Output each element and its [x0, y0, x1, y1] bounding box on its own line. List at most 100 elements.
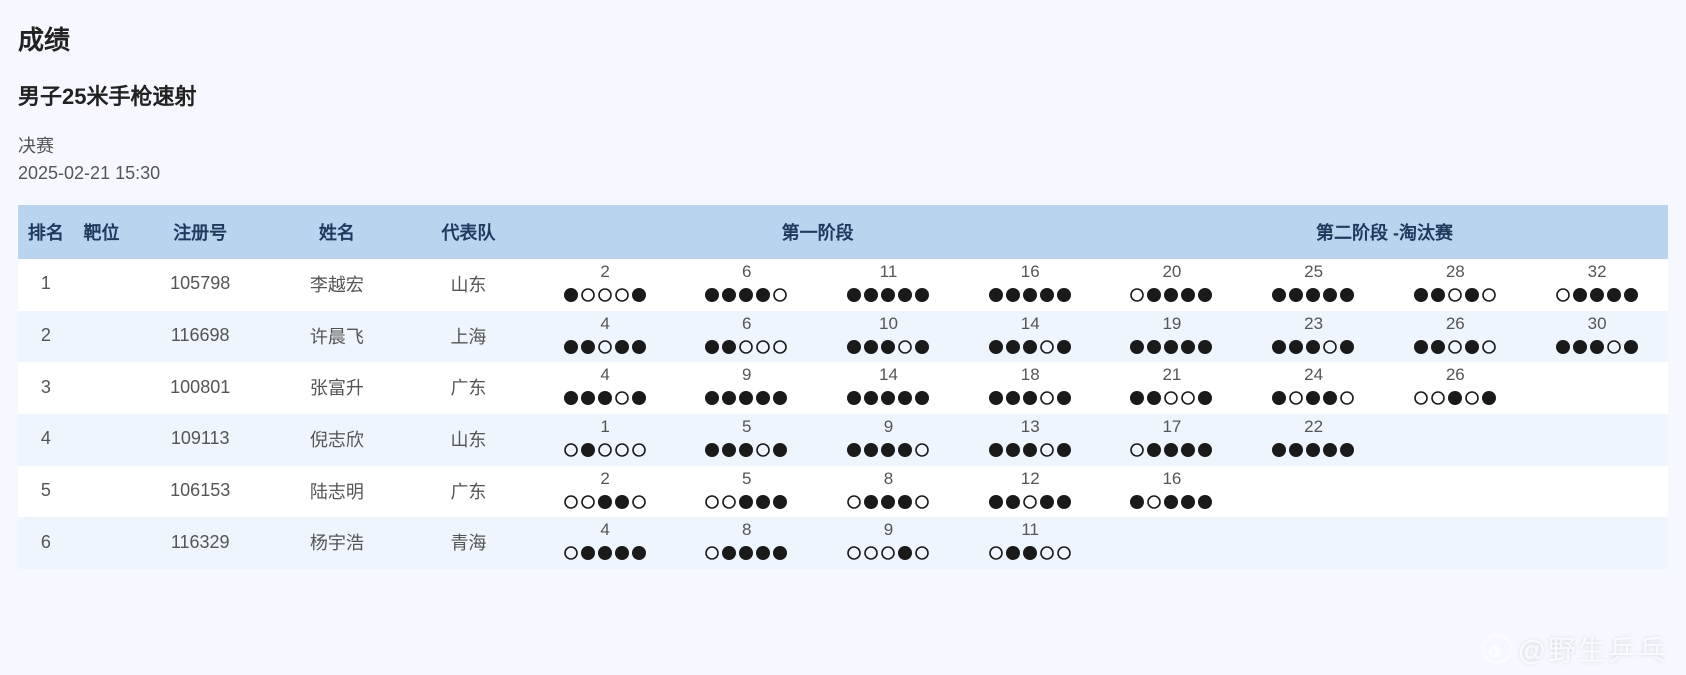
- series-cell: [1526, 466, 1668, 518]
- series-cell: 11: [818, 259, 960, 311]
- series-score: 20: [1103, 263, 1241, 282]
- series-cell: 9: [818, 517, 960, 569]
- team-cell: 青海: [403, 517, 535, 569]
- name-cell: 杨宇浩: [271, 517, 403, 569]
- series-cell: 28: [1384, 259, 1526, 311]
- series-dots: [678, 284, 816, 305]
- team-cell: 广东: [403, 466, 535, 518]
- series-cell: 16: [959, 259, 1101, 311]
- series-dots: [1386, 284, 1524, 305]
- series-cell: 18: [959, 362, 1101, 414]
- target-cell: [74, 311, 130, 363]
- series-cell: 24: [1243, 362, 1385, 414]
- rank-cell: 4: [18, 414, 74, 466]
- series-dots: [1103, 335, 1241, 356]
- series-dots: [1103, 284, 1241, 305]
- target-cell: [74, 414, 130, 466]
- series-cell: 2: [534, 259, 676, 311]
- series-dots: [1386, 387, 1524, 408]
- series-dots: [961, 439, 1099, 460]
- series-dots: [1245, 335, 1383, 356]
- series-score: 6: [678, 315, 816, 334]
- series-score: 8: [820, 470, 958, 489]
- series-cell: 26: [1384, 362, 1526, 414]
- page-title: 成绩: [18, 20, 1668, 57]
- series-dots: [961, 490, 1099, 511]
- series-score: 4: [536, 366, 674, 385]
- series-score: 5: [678, 470, 816, 489]
- series-score: 5: [678, 418, 816, 437]
- table-row: 2116698许晨飞上海46101419232630: [18, 311, 1668, 363]
- series-dots: [820, 490, 958, 511]
- series-cell: 9: [818, 414, 960, 466]
- series-cell: 14: [959, 311, 1101, 363]
- rank-cell: 3: [18, 362, 74, 414]
- series-score: 2: [536, 470, 674, 489]
- series-cell: [1384, 517, 1526, 569]
- series-cell: 5: [676, 466, 818, 518]
- series-cell: 9: [676, 362, 818, 414]
- series-dots: [1245, 284, 1383, 305]
- series-cell: [1526, 414, 1668, 466]
- series-dots: [820, 335, 958, 356]
- series-cell: [1384, 466, 1526, 518]
- series-cell: 17: [1101, 414, 1243, 466]
- series-dots: [1103, 439, 1241, 460]
- series-dots: [961, 335, 1099, 356]
- watermark-text: @野生乒乓: [1518, 629, 1668, 669]
- series-cell: 4: [534, 517, 676, 569]
- datetime-label: 2025-02-21 15:30: [18, 160, 1668, 187]
- series-dots: [1386, 335, 1524, 356]
- series-cell: 13: [959, 414, 1101, 466]
- series-cell: 12: [959, 466, 1101, 518]
- reg-cell: 116698: [129, 311, 271, 363]
- series-cell: [1384, 414, 1526, 466]
- reg-cell: 106153: [129, 466, 271, 518]
- series-cell: [1526, 517, 1668, 569]
- target-cell: [74, 517, 130, 569]
- series-score: 16: [1103, 470, 1241, 489]
- round-meta: 决赛 2025-02-21 15:30: [18, 133, 1668, 187]
- series-dots: [820, 439, 958, 460]
- series-cell: 8: [676, 517, 818, 569]
- series-dots: [678, 490, 816, 511]
- series-score: 21: [1103, 366, 1241, 385]
- series-score: 26: [1386, 366, 1524, 385]
- series-score: 4: [536, 315, 674, 334]
- series-score: 14: [820, 366, 958, 385]
- team-cell: 上海: [403, 311, 535, 363]
- name-cell: 陆志明: [271, 466, 403, 518]
- series-dots: [1103, 490, 1241, 511]
- series-cell: 26: [1384, 311, 1526, 363]
- series-dots: [961, 284, 1099, 305]
- series-dots: [820, 284, 958, 305]
- col-target: 靶位: [74, 205, 130, 259]
- series-score: 8: [678, 521, 816, 540]
- series-cell: 20: [1101, 259, 1243, 311]
- col-stage2: 第二阶段 -淘汰赛: [1101, 205, 1668, 259]
- series-score: 16: [961, 263, 1099, 282]
- series-score: 9: [678, 366, 816, 385]
- col-team: 代表队: [403, 205, 535, 259]
- series-score: 24: [1245, 366, 1383, 385]
- series-cell: 16: [1101, 466, 1243, 518]
- series-cell: 2: [534, 466, 676, 518]
- series-cell: [1243, 517, 1385, 569]
- series-cell: [1526, 362, 1668, 414]
- series-cell: 21: [1101, 362, 1243, 414]
- rank-cell: 1: [18, 259, 74, 311]
- table-row: 5106153陆志明广东2581216: [18, 466, 1668, 518]
- series-dots: [1245, 439, 1383, 460]
- series-score: 25: [1245, 263, 1383, 282]
- table-row: 3100801张富升广东491418212426: [18, 362, 1668, 414]
- series-score: 17: [1103, 418, 1241, 437]
- team-cell: 广东: [403, 362, 535, 414]
- series-dots: [536, 490, 674, 511]
- series-dots: [1103, 387, 1241, 408]
- series-cell: 11: [959, 517, 1101, 569]
- series-score: 23: [1245, 315, 1383, 334]
- table-row: 1105798李越宏山东26111620252832: [18, 259, 1668, 311]
- col-reg: 注册号: [129, 205, 271, 259]
- rank-cell: 2: [18, 311, 74, 363]
- table-row: 4109113倪志欣山东159131722: [18, 414, 1668, 466]
